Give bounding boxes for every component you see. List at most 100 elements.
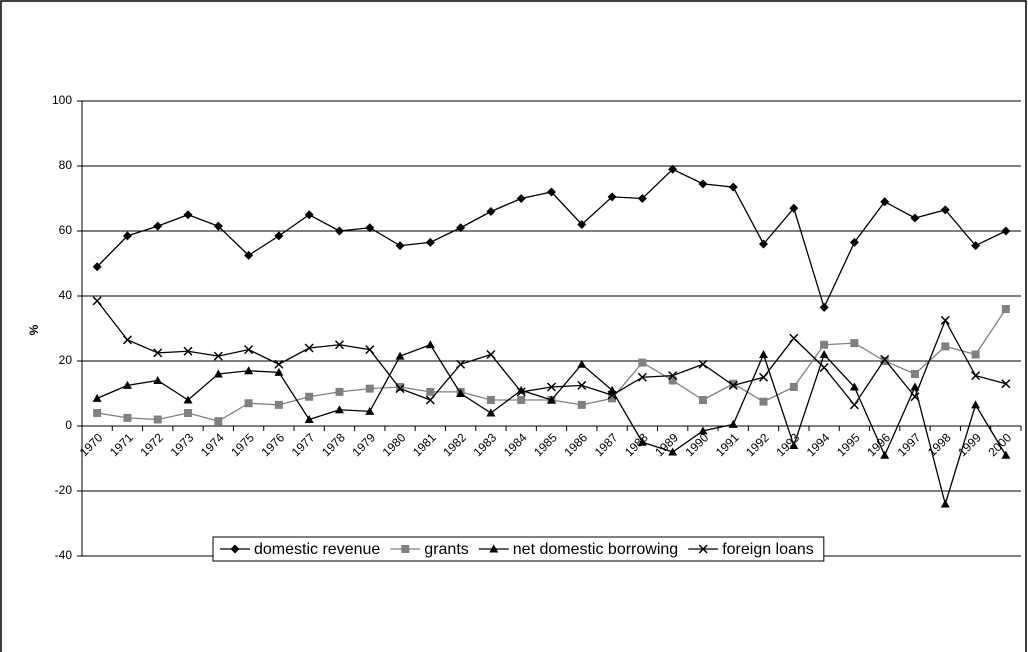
- x-tick-label: 1986: [561, 430, 590, 459]
- marker: [971, 371, 981, 381]
- marker: [577, 220, 587, 229]
- x-tick-label: 1987: [592, 430, 621, 459]
- marker: [1001, 379, 1011, 389]
- x-tick-label: 1989: [652, 430, 681, 459]
- legend-box: [212, 536, 825, 562]
- marker: [516, 387, 526, 397]
- marker: [547, 187, 556, 197]
- marker: [489, 544, 499, 553]
- marker: [607, 390, 617, 400]
- y-tick-label: 40: [59, 288, 73, 302]
- marker: [123, 413, 132, 422]
- marker: [486, 207, 496, 216]
- x-tick-label: 1979: [349, 430, 378, 459]
- marker: [577, 359, 587, 368]
- x-tick-label: 1994: [804, 430, 833, 459]
- marker: [244, 345, 254, 355]
- marker: [304, 343, 314, 353]
- legend-label: net domestic borrowing: [513, 541, 678, 558]
- x-tick-label: 1982: [440, 430, 469, 459]
- series: [92, 296, 1011, 410]
- marker: [1001, 450, 1011, 459]
- marker: [789, 383, 798, 391]
- marker: [577, 400, 586, 409]
- y-tick-label: -40: [55, 548, 73, 562]
- y-tick-label: 0: [65, 418, 72, 432]
- marker: [759, 397, 768, 406]
- marker: [426, 387, 435, 396]
- marker: [850, 339, 859, 348]
- marker: [759, 239, 769, 249]
- marker: [789, 203, 799, 213]
- marker: [668, 371, 678, 381]
- x-tick-label: 1981: [410, 430, 439, 459]
- marker: [153, 221, 163, 231]
- x-tick-label: 1976: [258, 430, 287, 459]
- marker: [365, 223, 375, 233]
- x-tick-label: 1984: [501, 430, 530, 459]
- marker: [274, 231, 284, 241]
- marker: [334, 405, 344, 414]
- marker: [849, 400, 859, 410]
- legend: domestic revenue grants net domestic borro…: [212, 536, 825, 562]
- x-tick-label: 1983: [471, 430, 500, 459]
- marker: [819, 350, 829, 358]
- marker: [759, 350, 769, 358]
- series: [93, 305, 1010, 426]
- marker: [1001, 305, 1010, 313]
- marker: [183, 395, 193, 404]
- y-tick-label: 60: [59, 223, 73, 237]
- marker: [637, 194, 647, 203]
- marker: [698, 396, 707, 404]
- marker: [153, 415, 162, 424]
- marker: [122, 380, 132, 389]
- x-tick-label: 1992: [743, 430, 772, 459]
- marker: [183, 210, 193, 220]
- marker: [880, 357, 889, 365]
- marker: [425, 395, 435, 405]
- marker: [365, 406, 375, 415]
- marker: [668, 164, 678, 174]
- marker: [849, 237, 859, 247]
- marker: [789, 333, 799, 343]
- marker: [668, 447, 678, 456]
- series: [92, 340, 1011, 508]
- marker: [638, 358, 647, 367]
- marker: [698, 359, 708, 369]
- marker: [425, 340, 435, 349]
- x-tick-label: 1970: [77, 430, 106, 459]
- marker: [940, 499, 950, 508]
- marker: [759, 372, 769, 382]
- marker: [304, 415, 314, 423]
- marker: [395, 384, 405, 394]
- x-tick-label: 1985: [531, 430, 560, 459]
- x-tick-label: 1971: [107, 430, 136, 459]
- marker: [456, 223, 466, 233]
- marker: [395, 351, 405, 360]
- marker: [396, 383, 405, 391]
- marker: [395, 241, 405, 251]
- x-tick-label: 1998: [925, 430, 954, 459]
- marker: [941, 342, 950, 351]
- x-tick-label: 1973: [168, 430, 197, 459]
- marker: [728, 182, 738, 192]
- marker: [880, 354, 890, 364]
- marker: [244, 250, 254, 260]
- x-tick-label: 1977: [289, 430, 318, 459]
- marker: [456, 389, 466, 397]
- x-tick-label: 1997: [895, 430, 924, 459]
- y-tick-label: 80: [59, 158, 73, 172]
- legend-label: grants: [424, 541, 468, 558]
- x-tick-label: 1991: [713, 430, 742, 459]
- marker: [274, 359, 284, 369]
- marker: [547, 395, 556, 404]
- marker: [971, 350, 980, 359]
- line: [96, 300, 1007, 406]
- line: [97, 308, 1007, 422]
- marker: [698, 544, 708, 554]
- marker: [213, 221, 223, 231]
- marker: [334, 226, 344, 236]
- marker: [92, 296, 102, 306]
- marker: [910, 392, 920, 402]
- marker: [274, 367, 284, 376]
